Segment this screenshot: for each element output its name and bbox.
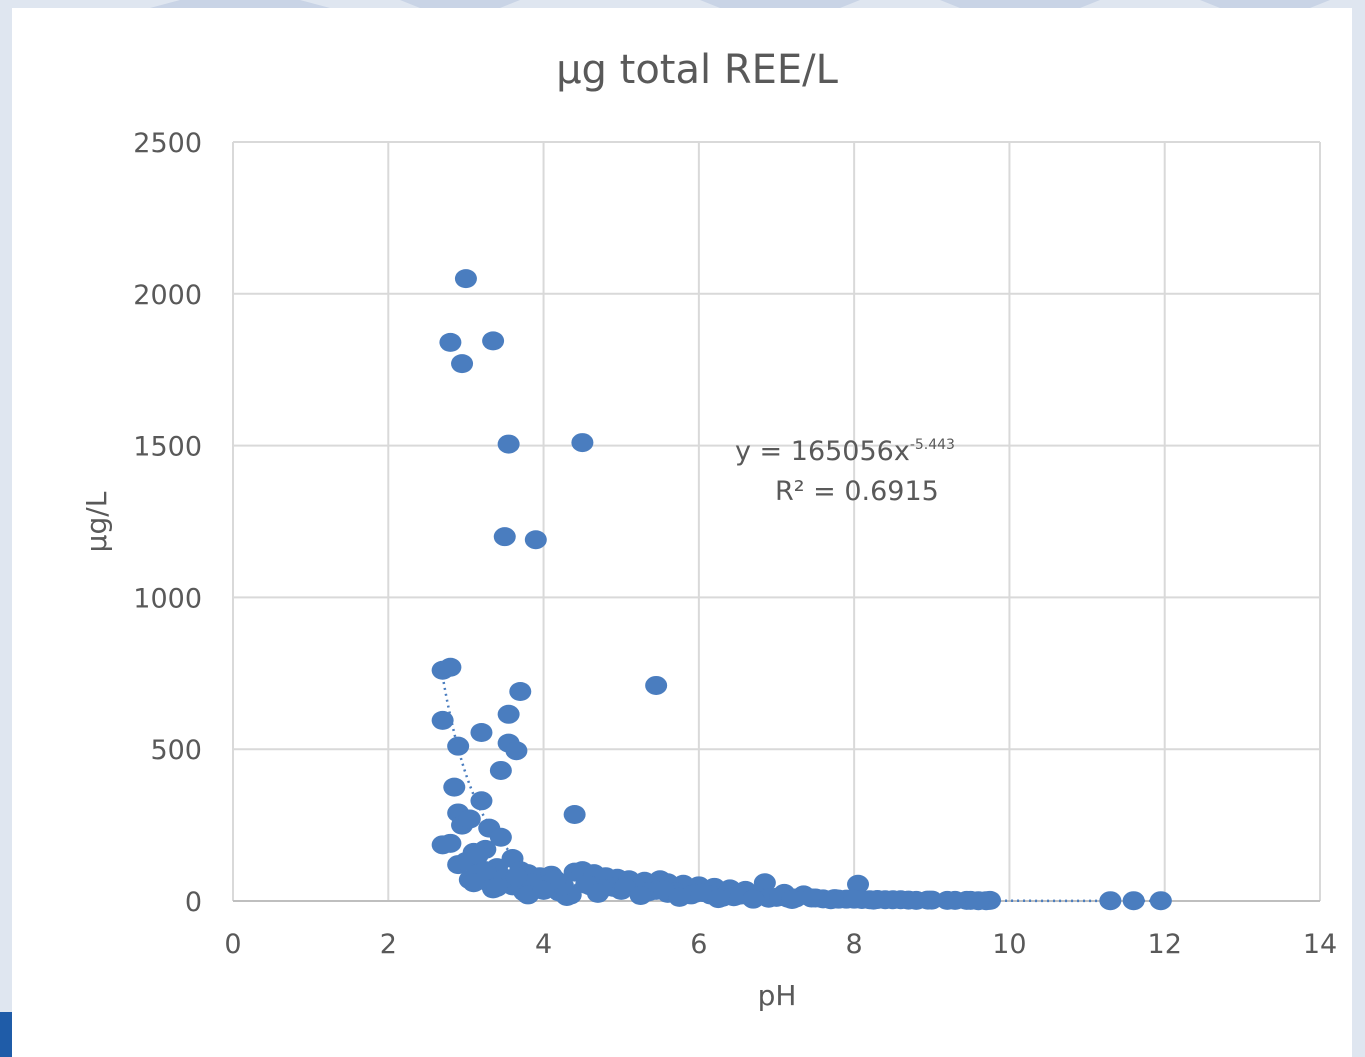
- x-axis-title: pH: [758, 979, 797, 1012]
- data-point: [863, 891, 885, 910]
- data-point: [525, 530, 547, 549]
- trendline-equation: y = 165056x-5.443: [735, 436, 955, 467]
- data-point: [498, 435, 520, 454]
- data-point: [630, 886, 652, 905]
- y-tick-label: 2500: [133, 128, 202, 159]
- x-tick-label: 8: [846, 929, 863, 960]
- data-point: [439, 333, 461, 352]
- data-point: [1099, 891, 1121, 910]
- data-point: [439, 658, 461, 677]
- data-point: [587, 884, 609, 903]
- y-axis-ticks: 0 500 1000 1500 2000 2500: [133, 128, 202, 918]
- x-tick-label: 2: [380, 929, 397, 960]
- data-point: [505, 741, 527, 760]
- x-tick-label: 12: [1148, 929, 1182, 960]
- chart-title: µg total REE/L: [556, 47, 839, 93]
- data-point: [1123, 891, 1145, 910]
- trendline-equation-exponent: -5.443: [910, 437, 955, 453]
- data-point: [645, 676, 667, 695]
- data-point: [781, 890, 803, 909]
- data-point: [439, 834, 461, 853]
- y-axis-title: µg/L: [80, 491, 113, 552]
- trendline-r-squared: R² = 0.6915: [775, 476, 939, 507]
- gridlines: [233, 142, 1320, 901]
- data-point: [742, 890, 764, 909]
- data-point: [668, 888, 690, 907]
- data-point: [470, 723, 492, 742]
- data-point: [843, 890, 865, 909]
- trendline-equation-main: y = 165056x: [735, 436, 910, 467]
- data-point: [432, 711, 454, 730]
- x-tick-label: 0: [224, 929, 241, 960]
- data-point: [800, 888, 822, 907]
- x-tick-label: 6: [690, 929, 707, 960]
- data-point: [707, 889, 729, 908]
- y-tick-label: 0: [185, 887, 202, 918]
- data-point: [564, 805, 586, 824]
- x-tick-label: 4: [535, 929, 552, 960]
- data-point: [1150, 891, 1172, 910]
- data-point: [967, 891, 989, 910]
- data-point: [505, 867, 527, 886]
- y-tick-label: 2000: [133, 280, 202, 311]
- x-tick-label: 10: [992, 929, 1026, 960]
- data-point: [944, 891, 966, 910]
- x-tick-label: 14: [1303, 929, 1337, 960]
- data-point: [443, 778, 465, 797]
- data-point: [820, 890, 842, 909]
- data-point: [486, 878, 508, 897]
- data-point: [498, 705, 520, 724]
- data-point: [459, 810, 481, 829]
- data-point: [490, 761, 512, 780]
- data-point: [494, 527, 516, 546]
- data-point: [470, 791, 492, 810]
- data-point: [451, 354, 473, 373]
- data-point: [905, 891, 927, 910]
- data-point: [447, 737, 469, 756]
- y-tick-label: 1500: [133, 432, 202, 463]
- x-axis-ticks: 0 2 4 6 8 10 12 14: [224, 929, 1337, 960]
- data-point: [533, 881, 555, 900]
- y-tick-label: 500: [150, 735, 202, 766]
- data-point: [509, 682, 531, 701]
- data-point: [463, 873, 485, 892]
- data-point: [482, 331, 504, 350]
- y-tick-label: 1000: [133, 583, 202, 614]
- data-point: [455, 269, 477, 288]
- data-point: [571, 433, 593, 452]
